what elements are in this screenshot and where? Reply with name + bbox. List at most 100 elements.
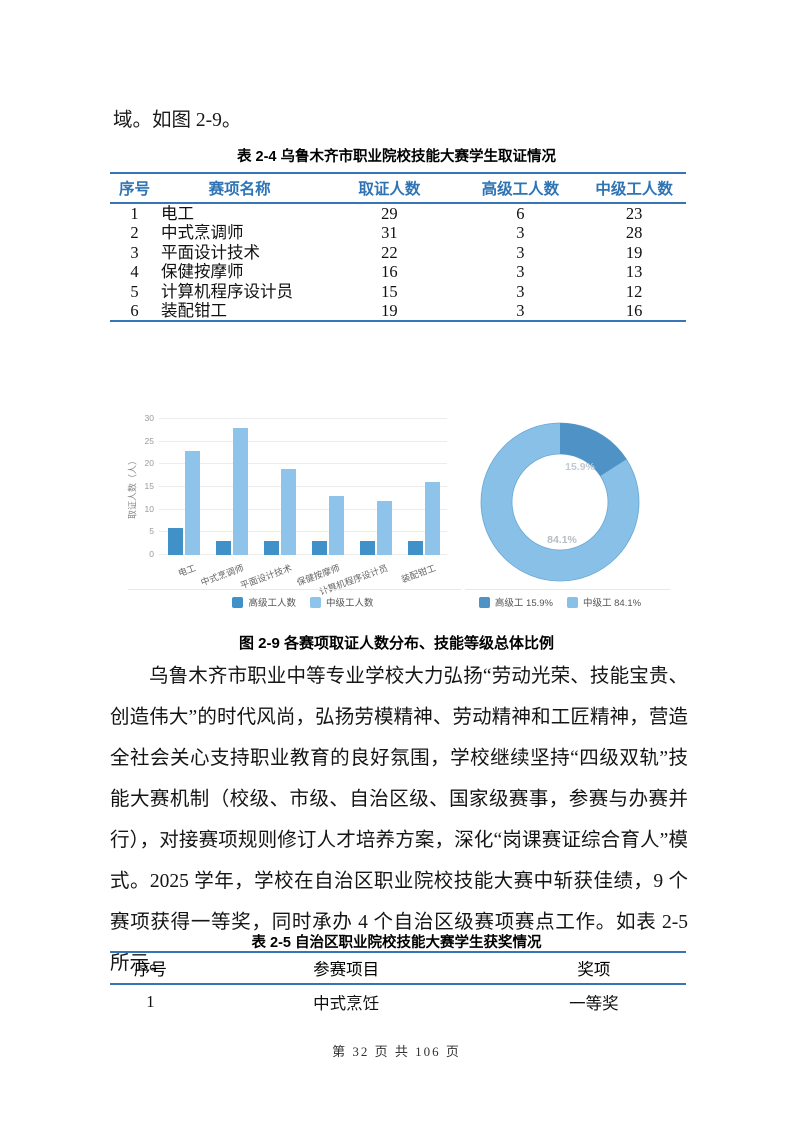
bar-chart-plot-area <box>159 418 447 555</box>
cell-senior: 3 <box>516 242 525 262</box>
legend-swatch-icon <box>232 596 244 608</box>
legend-item: 中级工人数 <box>310 595 374 609</box>
legend-label: 高级工人数 <box>248 598 296 609</box>
table-row: 5 计算机程序设计员 15 3 12 <box>110 282 686 301</box>
page-number: 第 32 页 共 106 页 <box>332 1044 461 1059</box>
cell-event-name: 保健按摩师 <box>160 262 244 282</box>
cell-certified: 29 <box>381 204 398 223</box>
cell-senior: 6 <box>516 204 525 223</box>
bar-chart-y-tick-label: 25 <box>144 435 154 446</box>
bar-senior <box>407 541 423 555</box>
cell-project: 中式烹饪 <box>313 993 380 1013</box>
bar-chart-gridline <box>159 531 447 533</box>
table2-header-row: 序号 参赛项目 奖项 <box>110 953 686 985</box>
legend-swatch-icon <box>310 596 321 608</box>
bar-senior <box>359 541 375 555</box>
donut-chart-legend-divider <box>465 589 670 590</box>
donut-chart <box>480 422 640 582</box>
table1-header-cell: 取证人数 <box>320 174 459 204</box>
bar-chart-y-tick-label: 30 <box>144 413 154 423</box>
bar-chart-y-tick-label: 15 <box>144 481 154 491</box>
donut-slice-label-senior: 15.9% <box>565 461 595 473</box>
table-row: 1 电工 29 6 23 <box>110 203 686 223</box>
bar-intermediate <box>328 496 344 555</box>
bar-chart-y-tick-label: 5 <box>149 526 154 537</box>
cell-event-name: 计算机程序设计员 <box>160 281 293 301</box>
table2: 序号 参赛项目 奖项 1 中式烹饪 一等奖 <box>110 951 686 1018</box>
bar-chart-gridline <box>159 440 447 442</box>
cell-award: 一等奖 <box>569 993 619 1013</box>
donut-slice-senior <box>481 423 639 581</box>
bar-intermediate <box>376 500 392 555</box>
legend-label: 中级工人数 <box>326 598 374 609</box>
cell-index: 4 <box>130 262 139 282</box>
legend-swatch-icon <box>567 596 578 608</box>
bar-senior <box>215 541 231 555</box>
cell-index: 1 <box>130 204 139 223</box>
cell-certified: 19 <box>381 301 398 321</box>
donut-chart-legend: 高级工 15.9% 中级工 84.1% <box>440 595 680 609</box>
table1-header-row: 序号 赛项名称 取证人数 高级工人数 中级工人数 <box>110 174 686 204</box>
table2-header-cell: 奖项 <box>501 953 686 985</box>
bar-chart-gridline <box>159 463 447 465</box>
table1-caption: 表 2-4 乌鲁木齐市职业院校技能大赛学生取证情况 <box>236 149 556 165</box>
table1-header-cell: 高级工人数 <box>458 174 583 204</box>
bar-chart-y-tick-label: 10 <box>144 503 154 514</box>
cell-event-name: 电工 <box>160 204 194 223</box>
bar-intermediate <box>184 450 200 555</box>
cell-certified: 15 <box>381 281 398 301</box>
bar-chart-y-tick-label: 0 <box>149 549 154 559</box>
bar-senior <box>167 527 183 555</box>
cell-senior: 3 <box>516 301 525 321</box>
body-text-top: 域。如图 2-9。 <box>113 110 242 131</box>
cell-event-name: 装配钳工 <box>160 301 227 321</box>
bar-chart-legend: 高级工人数 中级工人数 <box>123 595 483 609</box>
legend-swatch-icon <box>478 596 490 608</box>
table2-header-cell: 参赛项目 <box>190 953 502 985</box>
cell-index: 1 <box>146 991 155 1011</box>
cell-index: 2 <box>130 223 139 243</box>
bar-chart-gridline <box>159 418 447 419</box>
bar-chart-legend-divider <box>128 589 461 590</box>
cell-certified: 31 <box>381 223 398 243</box>
table-row: 2 中式烹调师 31 3 28 <box>110 223 686 242</box>
table-row: 4 保健按摩师 16 3 13 <box>110 262 686 281</box>
cell-intermediate: 12 <box>625 281 643 301</box>
cell-intermediate: 13 <box>625 262 643 282</box>
bar-senior <box>263 541 279 555</box>
bar-intermediate <box>424 482 440 555</box>
table-row: 3 平面设计技术 22 3 19 <box>110 243 686 262</box>
table-row: 1 中式烹饪 一等奖 <box>110 984 686 1018</box>
bar-intermediate <box>280 468 296 555</box>
bar-chart-gridline <box>159 508 447 510</box>
certification-table: 序号 赛项名称 取证人数 高级工人数 中级工人数 1 电工 29 6 23 2 <box>110 174 686 320</box>
table1: 序号 赛项名称 取证人数 高级工人数 中级工人数 1 电工 29 6 23 2 <box>110 172 686 323</box>
cell-intermediate: 19 <box>625 242 643 262</box>
cell-index: 3 <box>130 242 139 262</box>
table1-header-cell: 赛项名称 <box>158 174 321 204</box>
cell-intermediate: 16 <box>625 301 643 321</box>
legend-label: 中级工 84.1% <box>583 598 642 609</box>
cell-event-name: 平面设计技术 <box>160 242 260 262</box>
bar-chart-y-tick-label: 20 <box>144 458 154 469</box>
table-row: 6 装配钳工 19 3 16 <box>110 301 686 320</box>
legend-label: 高级工 15.9% <box>494 598 553 609</box>
cell-senior: 3 <box>516 262 525 282</box>
table1-header-cell: 中级工人数 <box>582 174 686 204</box>
cell-senior: 3 <box>516 281 525 301</box>
cell-intermediate: 28 <box>625 223 643 243</box>
figure-caption: 图 2-9 各赛项取证人数分布、技能等级总体比例 <box>238 635 555 652</box>
table2-header-cell: 序号 <box>110 953 191 985</box>
cell-intermediate: 23 <box>625 204 643 223</box>
cell-certified: 16 <box>381 262 398 282</box>
legend-item: 高级工人数 <box>232 595 296 609</box>
body-paragraph: 乌鲁木齐市职业中等专业学校大力弘扬“劳动光荣、技能宝贵、创造伟大”的时代风尚，弘… <box>110 666 688 974</box>
cell-event-name: 中式烹调师 <box>160 223 244 243</box>
legend-item: 中级工 84.1% <box>567 595 641 609</box>
donut-slice-label-intermediate: 84.1% <box>547 534 577 546</box>
bar-intermediate <box>232 428 248 555</box>
cell-index: 6 <box>130 301 139 321</box>
cell-index: 5 <box>130 281 139 301</box>
bar-chart-gridline <box>159 554 447 555</box>
